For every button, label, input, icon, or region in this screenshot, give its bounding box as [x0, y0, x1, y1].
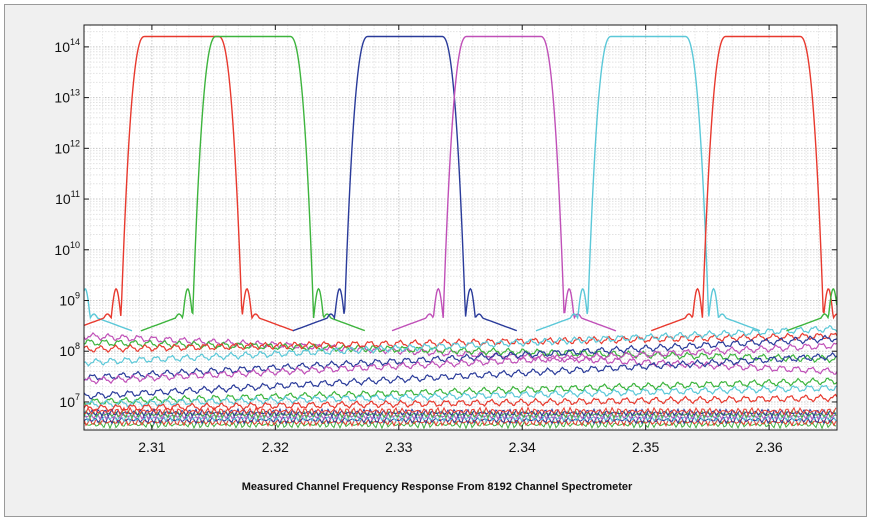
channel-response-line: [83, 35, 294, 332]
noise-floor-trace: [83, 409, 837, 420]
channel-response-line: [650, 35, 838, 332]
noise-floor-trace: [83, 406, 837, 417]
x-tick-label: 2.31: [138, 439, 165, 455]
grid-layer: [84, 25, 837, 430]
leakage-trace: [83, 351, 838, 400]
y-tick-label: 109: [59, 291, 80, 309]
y-tick-exponent: 9: [75, 291, 80, 301]
y-tick-exponent: 8: [75, 341, 80, 351]
figure-caption: Measured Channel Frequency Response From…: [241, 481, 633, 493]
noise-floor-trace: [83, 419, 837, 430]
y-tick-exponent: 13: [70, 88, 80, 98]
x-ticks: 2.31 2.32 2.33 2.34 2.35 2.36: [138, 25, 783, 455]
leakage-trace: [83, 324, 838, 367]
channel-response-line: [292, 35, 518, 332]
y-tick-exponent: 11: [71, 189, 80, 199]
channel-response-line: [83, 288, 133, 332]
y-tick-label: 107: [59, 392, 80, 410]
y-tick-label: 1010: [54, 240, 80, 258]
channel-response-line: [535, 35, 761, 332]
y-tick-exponent: 7: [75, 392, 80, 402]
y-tick-label: 1013: [54, 88, 80, 106]
leakage-trace: [83, 342, 838, 385]
x-tick-label: 2.35: [632, 439, 659, 455]
leakage-trace: [83, 332, 838, 353]
leakage-trace: [83, 339, 838, 364]
y-tick-label: 108: [59, 341, 80, 359]
x-tick-label: 2.34: [509, 439, 536, 455]
leakage-trace: [83, 331, 838, 375]
plot-border: [83, 24, 838, 431]
x-tick-label: 2.32: [262, 439, 289, 455]
background-traces: [83, 324, 838, 430]
x-tick-label: 2.36: [755, 439, 782, 455]
leakage-trace: [83, 384, 838, 409]
leakage-trace: [83, 393, 838, 412]
y-tick-label: 1011: [55, 189, 80, 207]
y-tick-label: 1012: [54, 138, 80, 156]
channel-series: [83, 35, 838, 332]
y-tick-exponent: 12: [70, 138, 80, 148]
y-tick-exponent: 10: [70, 240, 80, 250]
y-tick-exponent: 14: [70, 37, 80, 47]
x-tick-label: 2.33: [385, 439, 412, 455]
channel-response-line: [786, 288, 838, 332]
channel-response-line: [140, 35, 366, 332]
y-tick-label: 1014: [54, 37, 80, 55]
